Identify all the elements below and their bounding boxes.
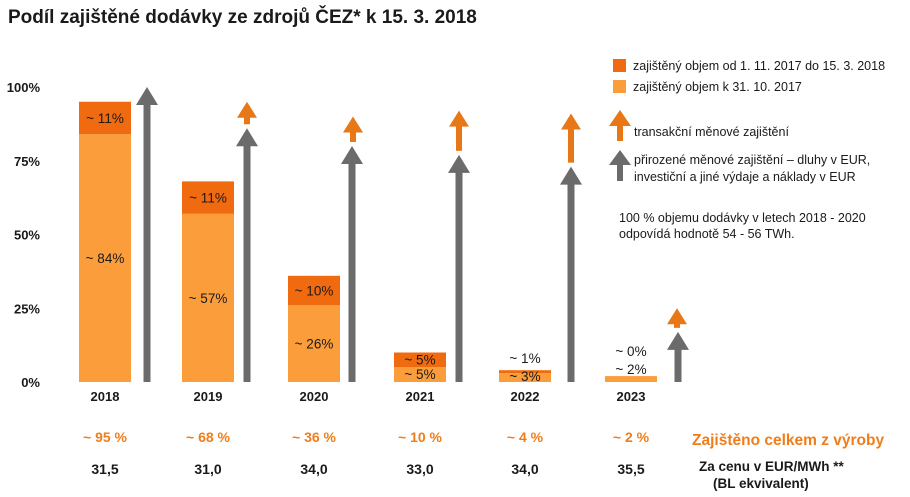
bar-segment-added xyxy=(288,275,340,306)
legend-label-dark: zajištěný objem od 1. 11. 2017 do 15. 3.… xyxy=(633,59,885,73)
total-value: ~ 36 % xyxy=(292,429,337,445)
legend-swatch-light xyxy=(613,80,626,93)
bar-label-added: ~ 11% xyxy=(189,191,227,206)
bar-segment-added xyxy=(394,352,446,368)
orange-arrow-head xyxy=(343,116,363,133)
totals-heading: Zajištěno celkem z výroby xyxy=(692,432,884,449)
orange-arrow-head xyxy=(449,110,469,127)
x-category-label: 2022 xyxy=(511,389,540,404)
gray-arrow-head xyxy=(448,154,470,173)
x-category-label: 2019 xyxy=(194,389,223,404)
bar-label-added: ~ 5% xyxy=(404,353,435,368)
note-line2: odpovídá hodnotě 54 - 56 TWh. xyxy=(619,227,795,241)
y-tick-label: 25% xyxy=(14,301,40,316)
price-value: 31,0 xyxy=(194,461,221,477)
bar-label-base: ~ 3% xyxy=(509,369,540,384)
prices-row: 31,5 31,0 34,0 33,0 34,0 35,5 xyxy=(91,461,644,477)
hedge-arrows xyxy=(136,87,689,382)
bar-segment-base xyxy=(605,376,657,382)
total-value: ~ 2 % xyxy=(613,429,650,445)
bar-segment-added xyxy=(499,370,551,374)
gray-arrow-shaft xyxy=(567,182,575,382)
chart-title: Podíl zajištěné dodávky ze zdrojů ČEZ* k… xyxy=(8,6,477,28)
gray-arrow-shaft xyxy=(143,103,151,382)
orange-arrow-head xyxy=(561,113,581,130)
bar-segment-added xyxy=(79,101,131,135)
price-value: 31,5 xyxy=(91,461,118,477)
bar-label-added: ~ 1% xyxy=(509,351,540,366)
gray-arrow-head xyxy=(560,166,582,185)
bar-segment-base xyxy=(288,305,340,382)
bar-label-added: ~ 11% xyxy=(86,111,124,126)
bar-label-added: ~ 10% xyxy=(295,284,334,299)
legend-orange-arrow-icon xyxy=(609,110,631,141)
gray-arrow-shaft xyxy=(455,170,463,382)
orange-arrow-shaft xyxy=(674,322,680,328)
bar-label-base: ~ 57% xyxy=(189,291,228,306)
orange-arrow-head xyxy=(237,101,257,118)
total-value: ~ 4 % xyxy=(507,429,544,445)
bars xyxy=(79,101,657,382)
legend-swatch-dark xyxy=(613,59,626,72)
price-value: 35,5 xyxy=(617,461,644,477)
total-value: ~ 10 % xyxy=(398,429,443,445)
gray-arrow-shaft xyxy=(674,347,682,382)
orange-arrow-shaft xyxy=(568,127,574,163)
gray-arrow-head xyxy=(341,146,363,164)
x-axis-categories: 2018 2019 2020 2021 2022 2023 xyxy=(91,389,646,404)
legend-label-orange-arrow: transakční měnové zajištění xyxy=(634,125,789,139)
bar-label-base: ~ 5% xyxy=(404,367,435,382)
y-tick-label: 0% xyxy=(21,375,40,390)
bar-data-labels: ~ 84% ~ 11% ~ 57% ~ 11% ~ 26% ~ 10% ~ 5%~ 5% ~ … xyxy=(86,111,647,384)
y-tick-label: 100% xyxy=(7,80,41,95)
legend-label-gray-arrow-line1: přirozené měnové zajištění – dluhy v EUR… xyxy=(634,153,870,167)
bar-segment-added xyxy=(182,181,234,214)
legend-label-gray-arrow-line2: investiční a jiné výdaje a náklady v EUR xyxy=(634,170,856,184)
x-category-label: 2021 xyxy=(406,389,435,404)
price-value: 34,0 xyxy=(300,461,327,477)
price-value: 33,0 xyxy=(406,461,433,477)
totals-row: ~ 95 % ~ 68 % ~ 36 % ~ 10 % ~ 4 % ~ 2 % xyxy=(83,429,650,445)
bar-segment-base xyxy=(394,367,446,382)
legend-gray-arrow-icon xyxy=(609,150,631,181)
gray-arrow-head xyxy=(136,87,158,105)
orange-arrow-head xyxy=(667,308,687,325)
prices-heading-line2: (BL ekvivalent) xyxy=(713,476,809,491)
x-category-label: 2018 xyxy=(91,389,120,404)
prices-heading-line1: Za cenu v EUR/MWh ** xyxy=(699,459,845,474)
bar-segment-base xyxy=(499,373,551,382)
bar-label-base: ~ 26% xyxy=(295,337,334,352)
legend: zajištěný objem od 1. 11. 2017 do 15. 3.… xyxy=(609,59,885,241)
note-line1: 100 % objemu dodávky v letech 2018 - 202… xyxy=(619,211,866,225)
x-category-label: 2023 xyxy=(617,389,646,404)
total-value: ~ 95 % xyxy=(83,429,128,445)
orange-arrow-shaft xyxy=(350,130,356,142)
bar-segment-base xyxy=(182,213,234,382)
orange-arrow-shaft xyxy=(244,115,250,125)
bar-label-base: ~ 84% xyxy=(86,251,125,266)
gray-arrow-shaft xyxy=(243,144,251,382)
gray-arrow-head xyxy=(236,128,258,147)
price-value: 34,0 xyxy=(511,461,538,477)
x-category-label: 2020 xyxy=(300,389,329,404)
bar-label-added: ~ 0% xyxy=(615,344,646,359)
legend-label-light: zajištěný objem k 31. 10. 2017 xyxy=(633,80,802,94)
gray-arrow-shaft xyxy=(348,162,356,382)
orange-arrow-shaft xyxy=(456,124,462,151)
bar-label-base: ~ 2% xyxy=(615,362,646,377)
y-tick-label: 50% xyxy=(14,228,40,243)
bar-segment-base xyxy=(79,134,131,382)
y-tick-label: 75% xyxy=(14,154,40,169)
gray-arrow-head xyxy=(667,331,689,350)
y-axis-ticks: 0% 25% 50% 75% 100% xyxy=(7,80,41,390)
total-value: ~ 68 % xyxy=(186,429,231,445)
